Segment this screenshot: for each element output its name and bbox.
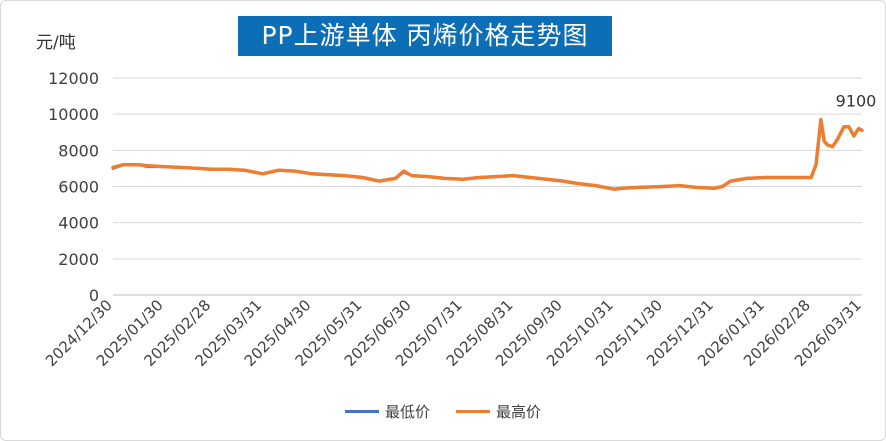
y-tick-label: 0 xyxy=(89,286,99,305)
legend-item-min: 最低价 xyxy=(344,401,430,422)
y-tick-label: 6000 xyxy=(58,178,99,197)
y-axis-unit: 元/吨 xyxy=(36,33,76,53)
legend-label-min: 最低价 xyxy=(384,403,430,421)
annotations: 9100 xyxy=(836,91,877,110)
legend-swatch-min xyxy=(344,410,379,413)
y-tick-label: 4000 xyxy=(58,214,99,233)
y-tick-labels: 0 2000 4000 6000 8000 10000 12000 xyxy=(48,69,99,305)
legend: 最低价 最高价 xyxy=(0,401,886,422)
y-tick-label: 10000 xyxy=(48,105,99,124)
data-label: 9100 xyxy=(836,91,877,110)
y-tick-label: 2000 xyxy=(58,250,99,269)
series-line-max xyxy=(111,117,864,191)
legend-swatch-max xyxy=(456,410,490,413)
legend-item-max: 最高价 xyxy=(456,401,541,422)
grid-lines xyxy=(113,77,862,296)
y-tick-label: 8000 xyxy=(58,141,99,160)
x-tick-labels: 2024/12/302025/01/302025/02/282025/03/31… xyxy=(42,296,865,370)
y-tick-label: 12000 xyxy=(48,69,99,88)
series-lines xyxy=(111,117,864,191)
legend-label-max: 最高价 xyxy=(496,403,542,421)
chart-title: PP上游单体 丙烯价格走势图 xyxy=(238,16,612,56)
